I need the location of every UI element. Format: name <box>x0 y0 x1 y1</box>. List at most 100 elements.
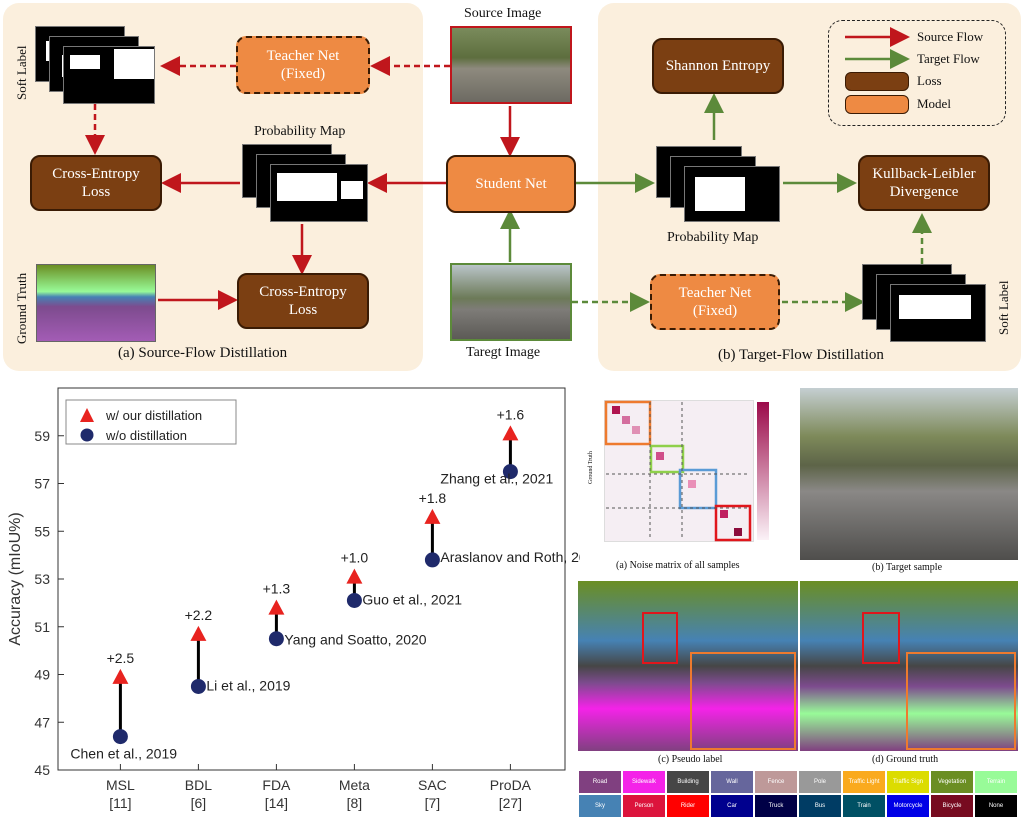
flow-legend <box>828 20 1006 126</box>
x-tick-ref: [14] <box>265 795 288 811</box>
y-tick-label: 47 <box>34 714 50 730</box>
class-legend-cell: Sky <box>578 794 622 818</box>
noise-matrix-ylabel: Ground Truth <box>588 451 594 484</box>
cross-entropy-loss-1: Cross-Entropy Loss <box>30 155 162 211</box>
legend-model-swatch <box>845 95 909 114</box>
point-without-distillation <box>112 729 128 745</box>
class-legend-cell: Wall <box>710 770 754 794</box>
class-legend-cell: Sidewalk <box>622 770 666 794</box>
point-with-distillation <box>268 599 285 615</box>
class-legend-cell: Building <box>666 770 710 794</box>
class-legend-cell: Rider <box>666 794 710 818</box>
x-tick-ref: [27] <box>499 795 522 811</box>
ground-truth-right <box>800 581 1018 751</box>
kl-divergence: Kullback-Leibler Divergence <box>858 155 990 211</box>
method-label: Guo et al., 2021 <box>362 591 462 607</box>
gt-box-orange <box>906 652 1016 750</box>
flow-arrows <box>85 56 932 312</box>
class-legend-cell: Bicycle <box>930 794 974 818</box>
x-tick-label: SAC <box>418 777 447 793</box>
class-legend-cell: Traffic Sign <box>886 770 930 794</box>
legend-without-label: w/o distillation <box>105 428 187 443</box>
gain-label: +2.2 <box>185 607 213 623</box>
class-legend-cell: Terrain <box>974 770 1018 794</box>
y-tick-label: 49 <box>34 667 50 683</box>
student-net: Student Net <box>446 155 576 213</box>
legend-source-flow: Source Flow <box>917 29 984 44</box>
x-tick-label: FDA <box>262 777 291 793</box>
class-legend-cell: Pole <box>798 770 842 794</box>
prob-map-left-3 <box>270 164 368 222</box>
chart-legend-box <box>65 399 237 445</box>
point-with-distillation <box>112 668 129 684</box>
y-tick-label: 45 <box>34 762 50 778</box>
target-image-label: Taregt Image <box>466 345 541 360</box>
ground-truth-caption: (d) Ground truth <box>872 754 939 765</box>
plot-frame <box>57 387 566 771</box>
gain-label: +1.6 <box>497 406 525 422</box>
class-legend-cell: Traffic Light <box>842 770 886 794</box>
legend-model: Model <box>917 96 951 111</box>
method-label: Araslanov and Roth, 2021 <box>440 549 580 565</box>
point-without-distillation <box>268 631 284 647</box>
prob-map-right-3 <box>684 166 780 222</box>
x-tick-label: BDL <box>185 777 212 793</box>
cross-entropy-loss-2: Cross-Entropy Loss <box>237 273 369 329</box>
method-label: Zhang et al., 2021 <box>440 471 553 487</box>
class-legend-cell: None <box>974 794 1018 818</box>
soft-label-right-3 <box>890 284 986 342</box>
gain-label: +2.5 <box>107 650 135 666</box>
x-tick-label: MSL <box>106 777 135 793</box>
soft-label-mask-3 <box>63 46 155 104</box>
target-sample <box>800 388 1018 560</box>
x-tick-ref: [11] <box>109 795 131 811</box>
noise-matrix-caption: (a) Noise matrix of all samples <box>616 560 740 571</box>
class-legend-cell: Fence <box>754 770 798 794</box>
ground-truth-seg <box>36 264 156 342</box>
pseudo-label <box>578 581 798 751</box>
shannon-entropy: Shannon Entropy <box>652 38 784 94</box>
source-image <box>450 26 572 104</box>
point-without-distillation <box>502 464 518 480</box>
legend-loss-swatch <box>845 72 909 91</box>
x-tick-ref: [6] <box>191 795 207 811</box>
method-label: Chen et al., 2019 <box>70 746 177 762</box>
accuracy-chart: 45 47 49 51 53 55 57 59 Accuracy (mIoU%) MSL [11] B… <box>7 387 580 811</box>
method-label: Yang and Soatto, 2020 <box>284 632 426 648</box>
gt-box-red <box>862 612 900 664</box>
legend-with-label: w/ our distillation <box>105 408 202 423</box>
y-tick-label: 57 <box>34 476 50 492</box>
method-label: Li et al., 2019 <box>206 677 290 693</box>
class-legend-cell: Motorcycle <box>886 794 930 818</box>
gain-label: +1.8 <box>419 490 447 506</box>
legend-triangle-marker <box>80 408 94 422</box>
class-legend-cell: Road <box>578 770 622 794</box>
point-without-distillation <box>190 678 206 694</box>
y-tick-label: 59 <box>34 428 50 444</box>
legend-target-flow: Target Flow <box>917 51 980 66</box>
target-sample-caption: (b) Target sample <box>872 562 943 573</box>
class-legend-cell: Train <box>842 794 886 818</box>
class-legend-cell: Person <box>622 794 666 818</box>
point-with-distillation <box>502 425 519 441</box>
teacher-net-left: Teacher Net (Fixed) <box>236 36 370 94</box>
class-legend-cell: Bus <box>798 794 842 818</box>
probability-map-left-label: Probability Map <box>254 124 346 139</box>
x-tick-label: ProDA <box>490 777 532 793</box>
source-flow-caption: (a) Source-Flow Distillation <box>118 345 288 361</box>
teacher-net-right: Teacher Net (Fixed) <box>650 274 780 330</box>
y-tick-label: 51 <box>34 619 50 635</box>
legend-circle-marker <box>80 428 94 442</box>
point-without-distillation <box>346 592 362 608</box>
point-with-distillation <box>346 568 363 584</box>
y-axis-label: Accuracy (mIoU%) <box>7 512 24 645</box>
pseudo-label-box-red <box>642 612 678 664</box>
target-image <box>450 263 572 341</box>
x-tick-ref: [7] <box>425 795 441 811</box>
class-legend-cell: Truck <box>754 794 798 818</box>
target-flow-caption: (b) Target-Flow Distillation <box>718 347 884 363</box>
pseudo-label-caption: (c) Pseudo label <box>658 754 723 765</box>
point-without-distillation <box>424 552 440 568</box>
y-tick-label: 55 <box>34 523 50 539</box>
